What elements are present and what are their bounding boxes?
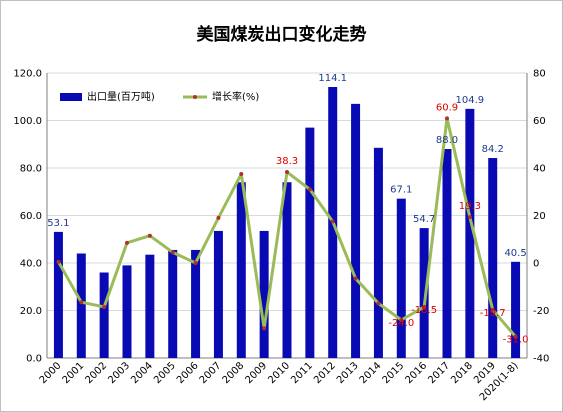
line-data-label: -18.5 [411,305,437,316]
line-point [445,116,449,121]
x-tick-label: 2005 [152,360,178,386]
bar [122,265,132,358]
left-tick-label: 20.0 [20,306,42,317]
line-point [330,219,335,224]
x-tick-label: 2011 [289,360,315,386]
line-data-label: -31.0 [503,335,529,346]
x-tick-label: 2010 [266,360,292,386]
bar [419,228,429,358]
bar [488,158,498,358]
bar [191,249,201,358]
bar [259,230,269,358]
right-tick-label: -20 [533,306,549,317]
line-data-label: -24.0 [388,318,414,329]
line-point [79,300,84,305]
bar [213,230,223,358]
bar [305,127,315,358]
bar [282,182,292,358]
right-tick-label: 60 [533,116,546,127]
x-tick-label: 2003 [106,360,132,386]
line-point [490,307,495,312]
bar-data-label: 84.2 [482,144,504,155]
line-point [285,170,289,175]
line-point [56,259,61,264]
line-point [170,250,175,255]
bar-data-label: 88.0 [436,135,458,146]
line-point [102,304,107,309]
right-tick-label: 20 [533,211,546,222]
bar [396,198,406,358]
legend-swatch-marker [193,95,197,99]
left-tick-label: 60.0 [20,211,42,222]
bar-data-label: 54.7 [413,214,435,225]
left-tick-label: 80.0 [20,164,42,175]
x-tick-label: 2009 [243,360,269,386]
bar [373,147,383,358]
right-tick-label: 40 [533,164,546,175]
bar-data-label: 40.5 [504,248,526,259]
bar [76,253,86,358]
line-point [376,301,381,306]
right-tick-label: 0 [533,259,539,270]
line-point [125,240,129,245]
right-tick-label: 80 [533,69,546,80]
legend-swatch-bar [60,93,82,101]
x-tick-label: 2001 [61,360,87,386]
line-data-label: 60.9 [436,102,458,113]
x-tick-label: 2014 [358,360,384,386]
line-point [147,233,152,238]
bar [168,249,178,358]
line-point [422,304,427,309]
legend-label-line: 增长率(%) [212,90,259,103]
line-data-label: -19.7 [480,308,506,319]
x-tick-label: 2002 [83,360,109,386]
x-tick-label: 2008 [221,360,247,386]
bar-data-label: 53.1 [47,218,69,229]
line-point [353,276,358,281]
left-tick-label: 120.0 [13,69,42,80]
bar-data-label: 104.9 [456,95,485,106]
line-point [467,215,472,220]
left-tick-label: 40.0 [20,259,42,270]
x-tick-label: 2016 [403,360,429,386]
x-tick-label: 2007 [198,360,224,386]
left-tick-label: 0.0 [26,354,42,365]
x-tick-label: 2015 [381,360,407,386]
x-tick-label: 2013 [335,360,361,386]
chart-title: 美国煤炭出口变化走势 [196,25,367,45]
bar [99,272,109,358]
bar-data-label: 67.1 [390,185,412,196]
line-point [513,334,518,339]
bar [53,231,63,358]
x-tick-label: 2006 [175,360,201,386]
bar [442,149,452,358]
right-tick-label: -40 [533,354,549,365]
bar-data-label: 114.1 [318,73,347,84]
bar [351,103,361,358]
line-point [399,318,404,322]
line-data-label: 19.3 [459,201,481,212]
x-tick-label: 2004 [129,360,155,386]
line-point [307,187,312,192]
bar [511,261,521,358]
x-tick-label: 2012 [312,360,338,386]
line-point [239,171,244,176]
legend-label-bar: 出口量(百万吨) [87,90,155,103]
x-tick-label: 2018 [449,360,475,386]
bar [236,182,246,358]
line-point [262,326,267,331]
bar [145,254,155,358]
line-data-label: 38.3 [276,156,298,167]
line-point [216,215,221,220]
bar [465,108,475,358]
left-tick-label: 100.0 [13,116,42,127]
x-tick-label: 2017 [426,360,452,386]
line-point [193,261,198,265]
